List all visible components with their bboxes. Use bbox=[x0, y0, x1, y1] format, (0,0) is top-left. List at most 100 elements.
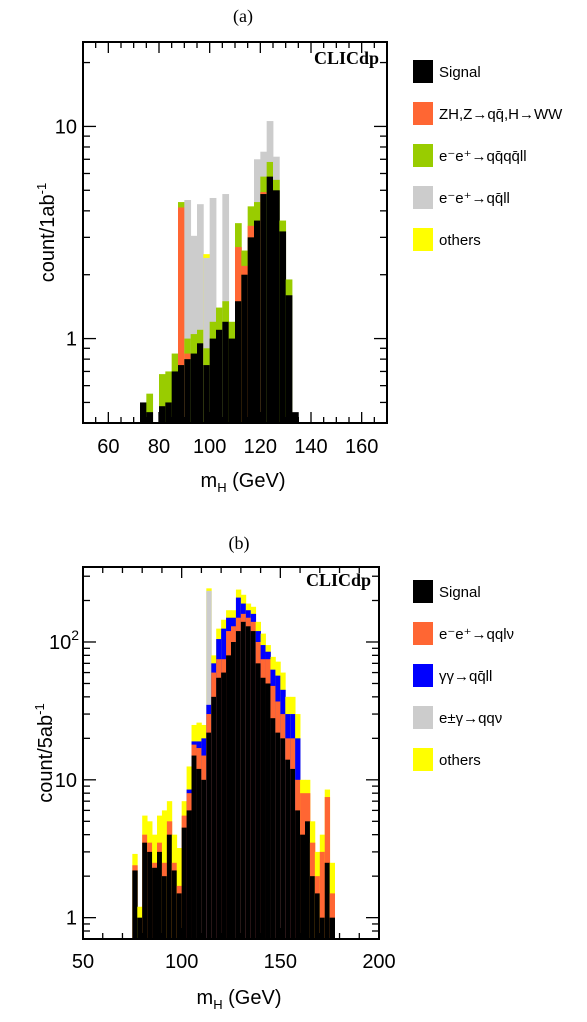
x-label-main: m bbox=[197, 987, 214, 1009]
bar-signal bbox=[228, 338, 236, 423]
x-tick-label: 80 bbox=[148, 436, 170, 458]
y-tick-label: 10 bbox=[55, 770, 77, 792]
bar-signal bbox=[176, 893, 183, 939]
bar-signal bbox=[260, 677, 266, 939]
histogram-bars bbox=[132, 588, 335, 939]
bar-series-3 bbox=[184, 200, 192, 423]
bar-signal bbox=[171, 371, 179, 423]
bar-series-1 bbox=[319, 851, 326, 939]
clicdp-label: CLICdp bbox=[306, 570, 371, 590]
bar-signal bbox=[273, 190, 280, 423]
y-label-sup: -1 bbox=[32, 703, 47, 715]
bar-signal bbox=[216, 329, 223, 423]
bar-signal bbox=[290, 768, 296, 939]
bar-signal bbox=[279, 231, 287, 423]
bar-signal bbox=[137, 917, 143, 939]
legend: Signal ZH,Z→qq̄,H→WW e⁻e⁺→qq̄qq̄ll e⁻e⁺→qq̄… bbox=[413, 60, 563, 251]
bar-signal bbox=[235, 631, 242, 939]
legend-swatch bbox=[413, 580, 433, 603]
bar-signal bbox=[254, 220, 261, 423]
legend-swatch bbox=[413, 60, 433, 83]
legend-label: others bbox=[439, 232, 481, 249]
bar-signal bbox=[157, 851, 163, 939]
legend-label: γγ→qq̄ll bbox=[439, 668, 492, 685]
bar-signal bbox=[147, 851, 153, 939]
x-tick-label: 140 bbox=[294, 436, 327, 458]
bar-signal bbox=[275, 732, 281, 939]
bar-series-2 bbox=[159, 374, 166, 423]
bar-series-2 bbox=[146, 393, 154, 423]
x-tick-label: 100 bbox=[193, 436, 226, 458]
legend-label: ZH,Z→qq̄,H→WW bbox=[439, 106, 563, 123]
x-tick-label: 120 bbox=[244, 436, 277, 458]
bar-signal bbox=[309, 876, 316, 939]
chart-panel-1: 60 80 100 120 140 160 1 10 (a) CLICdp mH (GeV) coun… bbox=[34, 6, 563, 495]
y-tick-label: 102 bbox=[49, 627, 79, 654]
legend-label: e±γ→qqν bbox=[439, 710, 502, 727]
bar-series-1 bbox=[329, 893, 335, 939]
y-tick-label: 1 bbox=[66, 329, 77, 351]
bar-signal bbox=[201, 779, 207, 939]
y-tick-exponent: 2 bbox=[71, 627, 79, 643]
x-tick-label: 100 bbox=[165, 951, 198, 973]
legend-swatch bbox=[413, 622, 433, 645]
bar-signal bbox=[146, 412, 154, 423]
bar-signal bbox=[171, 870, 178, 939]
bar-signal bbox=[191, 755, 197, 939]
bar-signal bbox=[181, 827, 187, 939]
bar-signal bbox=[270, 718, 276, 939]
bar-signal bbox=[211, 696, 217, 939]
bar-signal bbox=[161, 876, 168, 939]
bar-series-3 bbox=[203, 257, 211, 423]
bar-series-1 bbox=[178, 207, 185, 423]
bar-signal bbox=[152, 867, 158, 939]
legend-label: e⁻e⁺→qq̄ll bbox=[439, 190, 510, 207]
bar-signal bbox=[260, 194, 268, 423]
bar-signal bbox=[184, 359, 192, 423]
bar-signal bbox=[140, 402, 147, 423]
y-axis-label: count/1ab-1 bbox=[34, 183, 59, 282]
bar-signal bbox=[285, 759, 291, 939]
legend-swatch bbox=[413, 664, 433, 687]
x-tick-label: 150 bbox=[264, 951, 297, 973]
bar-signal bbox=[319, 917, 326, 939]
plot-frame bbox=[82, 566, 380, 940]
y-tick-label: 1 bbox=[66, 908, 77, 930]
panel-label: (a) bbox=[233, 6, 253, 27]
bar-signal bbox=[240, 621, 247, 939]
legend-swatch bbox=[413, 186, 433, 209]
bar-signal bbox=[285, 295, 293, 423]
y-label-main: count/1ab bbox=[37, 194, 59, 282]
bar-signal bbox=[300, 834, 306, 939]
x-tick-label: 60 bbox=[97, 436, 119, 458]
bar-signal bbox=[203, 365, 211, 423]
x-label-tail: (GeV) bbox=[223, 987, 282, 1009]
y-label-main: count/5ab bbox=[35, 715, 57, 803]
bar-signal bbox=[280, 738, 286, 939]
bar-signal bbox=[265, 683, 271, 939]
legend-swatch bbox=[413, 144, 433, 167]
bar-signal bbox=[324, 862, 331, 939]
bar-signal bbox=[196, 768, 202, 939]
y-label-sup: -1 bbox=[34, 183, 49, 195]
bar-signal bbox=[186, 810, 192, 939]
bar-signal bbox=[159, 406, 166, 423]
bar-signal bbox=[222, 321, 230, 423]
x-tick-label: 160 bbox=[345, 436, 378, 458]
bar-signal bbox=[247, 237, 255, 423]
bar-signal bbox=[295, 810, 301, 939]
bar-signal bbox=[235, 301, 242, 423]
bar-signal bbox=[206, 732, 212, 939]
clicdp-label: CLICdp bbox=[314, 48, 379, 68]
bar-signal bbox=[266, 176, 274, 423]
bar-signal bbox=[216, 677, 222, 939]
bar-signal bbox=[165, 402, 173, 423]
y-axis-label: count/5ab-1 bbox=[32, 703, 57, 802]
bar-signal bbox=[166, 834, 173, 939]
bar-series-3 bbox=[197, 204, 204, 423]
bar-signal bbox=[250, 631, 257, 939]
bar-signal bbox=[209, 338, 217, 423]
legend-swatch bbox=[413, 748, 433, 771]
bar-signal bbox=[178, 365, 185, 423]
legend-swatch bbox=[413, 706, 433, 729]
